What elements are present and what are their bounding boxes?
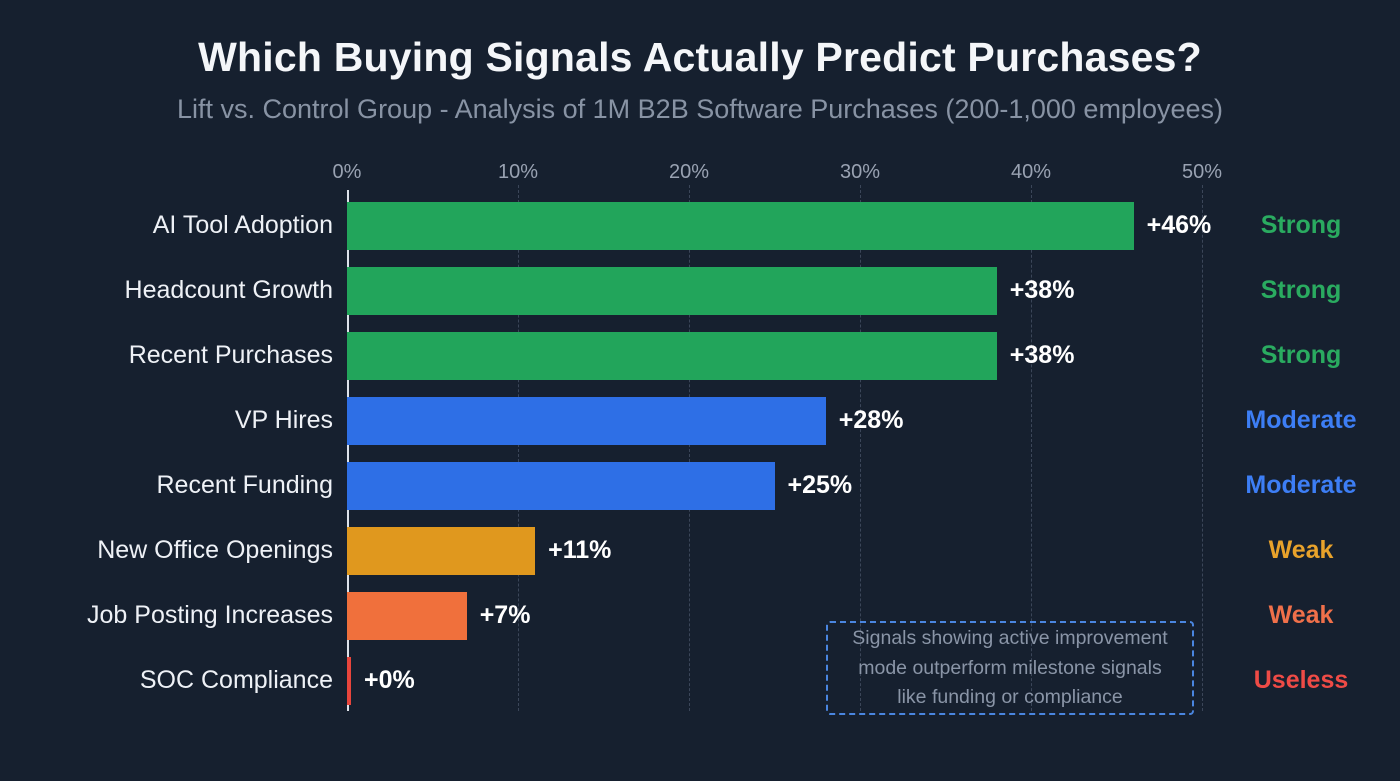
bar-track: +46% xyxy=(347,201,1211,250)
bar xyxy=(347,201,1134,250)
category-label: Recent Purchases xyxy=(128,341,333,370)
x-tick: 40% xyxy=(1010,161,1052,184)
annotation-text-line: Signals showing active improvement xyxy=(852,627,1168,650)
rating-label: Strong xyxy=(1260,211,1342,240)
gridline xyxy=(860,185,861,712)
bar xyxy=(347,266,997,315)
bar-row: SOC Compliance +0% Useless xyxy=(0,648,1400,713)
bar-row: Job Posting Increases +7% Weak xyxy=(0,583,1400,648)
category-label: SOC Compliance xyxy=(139,666,333,695)
rating-label: Weak xyxy=(1268,601,1334,630)
chart-title: Which Buying Signals Actually Predict Pu… xyxy=(198,34,1202,80)
bar-track: +38% xyxy=(347,331,1202,380)
rating-label: Useless xyxy=(1253,666,1349,695)
bar xyxy=(347,526,536,575)
bar-row: Recent Purchases +38% Strong xyxy=(0,323,1400,388)
x-tick: 10% xyxy=(497,161,539,184)
category-label: New Office Openings xyxy=(97,536,333,565)
annotation-text-line: mode outperform milestone signals xyxy=(858,656,1162,679)
bar-row: Recent Funding +25% Moderate xyxy=(0,453,1400,518)
x-tick: 50% xyxy=(1181,161,1223,184)
value-label: +25% xyxy=(787,470,853,499)
bar xyxy=(347,591,467,640)
bar-row: New Office Openings +11% Weak xyxy=(0,518,1400,583)
bar-track: +11% xyxy=(347,526,1202,575)
annotation-text-line: like funding or compliance xyxy=(897,685,1123,708)
bar-track: +7% xyxy=(347,591,1202,640)
bar xyxy=(347,396,826,445)
category-label: Headcount Growth xyxy=(124,276,333,305)
rating-label: Strong xyxy=(1260,341,1342,370)
category-label: VP Hires xyxy=(234,406,333,435)
bar-row: AI Tool Adoption +46% Strong xyxy=(0,193,1400,258)
gridline xyxy=(689,185,690,712)
category-label: AI Tool Adoption xyxy=(152,211,333,240)
value-label: +0% xyxy=(364,665,415,694)
bar-row: Headcount Growth +38% Strong xyxy=(0,258,1400,323)
gridline xyxy=(518,185,519,712)
bar-track: +25% xyxy=(347,461,1202,510)
category-label: Recent Funding xyxy=(156,471,333,500)
gridline xyxy=(1031,185,1032,712)
rating-label: Moderate xyxy=(1245,471,1357,500)
bar-chart: 0% 10% 20% 30% 40% 50% AI Tool Adoption +46% St… xyxy=(0,153,1400,716)
bar-rows: AI Tool Adoption +46% Strong Headcount Grow… xyxy=(0,193,1400,713)
y-axis-line xyxy=(347,190,349,712)
bar-track: +28% xyxy=(347,396,1202,445)
x-tick: 0% xyxy=(332,161,362,184)
bar xyxy=(347,656,351,705)
x-tick: 30% xyxy=(839,161,881,184)
value-label: +11% xyxy=(548,535,612,564)
bar-row: VP Hires +28% Moderate xyxy=(0,388,1400,453)
value-label: +46% xyxy=(1146,210,1212,239)
bar xyxy=(347,331,997,380)
rating-label: Strong xyxy=(1260,276,1342,305)
gridline xyxy=(1202,185,1203,712)
bar-track: +38% xyxy=(347,266,1202,315)
bar-track: +0% xyxy=(347,656,1202,705)
x-axis-ticks: 0% 10% 20% 30% 40% 50% xyxy=(0,153,1400,193)
value-label: +38% xyxy=(1009,340,1075,369)
category-label: Job Posting Increases xyxy=(87,601,333,630)
annotation-box: Signals showing active improvement mode … xyxy=(826,621,1194,716)
x-tick: 20% xyxy=(668,161,710,184)
value-label: +28% xyxy=(838,405,904,434)
value-label: +38% xyxy=(1009,275,1075,304)
rating-label: Moderate xyxy=(1245,406,1357,435)
bar xyxy=(347,461,775,510)
chart-header: Which Buying Signals Actually Predict Pu… xyxy=(0,0,1400,125)
chart-subtitle: Lift vs. Control Group - Analysis of 1M … xyxy=(177,94,1223,125)
value-label: +7% xyxy=(479,600,531,629)
rating-label: Weak xyxy=(1268,536,1334,565)
plot-area: AI Tool Adoption +46% Strong Headcount Grow… xyxy=(0,185,1400,716)
